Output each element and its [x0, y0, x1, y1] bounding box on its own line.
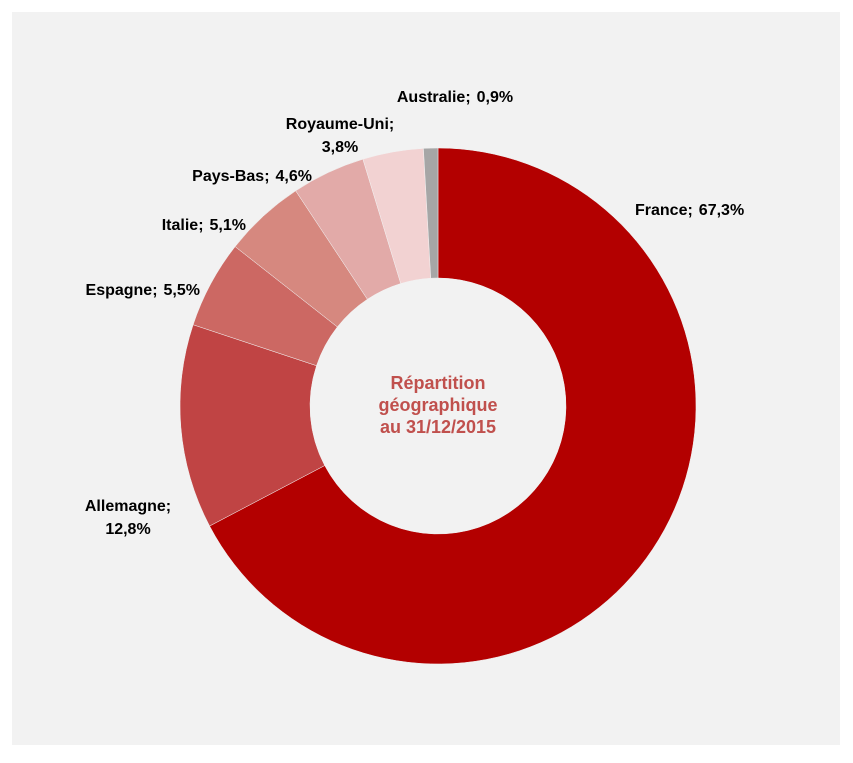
- slice-label: Australie; 0,9%: [397, 89, 513, 106]
- value-label: 12,8%: [105, 521, 150, 538]
- category-label: Allemagne;: [85, 498, 171, 515]
- slice-label: Espagne; 5,5%: [86, 282, 200, 299]
- value-label: 0,9%: [477, 89, 513, 106]
- category-label: France;: [635, 202, 693, 219]
- category-label: Royaume-Uni;: [286, 116, 394, 133]
- center-label: au 31/12/2015: [380, 417, 496, 437]
- value-label: 67,3%: [699, 202, 744, 219]
- category-label: Pays-Bas;: [192, 168, 269, 185]
- category-label: Australie;: [397, 89, 471, 106]
- donut-slice: [179, 324, 326, 527]
- value-label: 4,6%: [276, 168, 312, 185]
- slice-label: Pays-Bas; 4,6%: [192, 168, 312, 185]
- donut-slice: [423, 147, 439, 279]
- category-label: Italie;: [162, 217, 204, 234]
- slice-label: France; 67,3%: [635, 202, 744, 219]
- category-label: Espagne;: [86, 282, 158, 299]
- value-label: 5,5%: [164, 282, 200, 299]
- donut-slice: [209, 147, 697, 665]
- slice-label: Italie; 5,1%: [162, 217, 246, 234]
- center-label: géographique: [378, 395, 497, 415]
- value-label: 5,1%: [210, 217, 246, 234]
- center-label: Répartition: [390, 373, 485, 393]
- value-label: 3,8%: [322, 139, 358, 156]
